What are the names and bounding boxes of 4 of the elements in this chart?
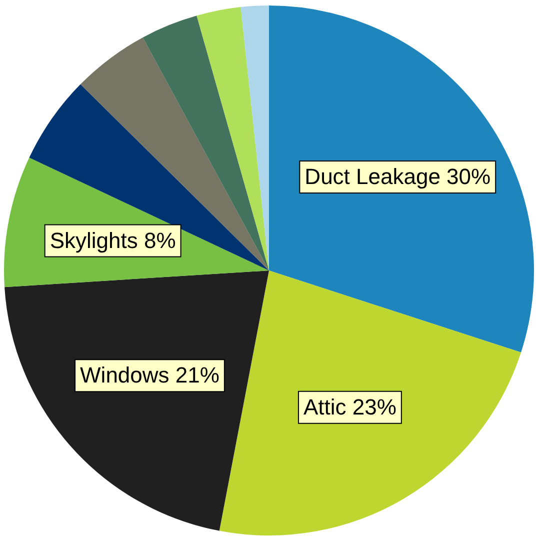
slice-label: Skylights 8% (50, 228, 176, 253)
slice-label: Windows 21% (80, 362, 220, 388)
slice-label: Attic 23% (303, 394, 396, 420)
slice-label: Duct Leakage 30% (304, 164, 491, 190)
